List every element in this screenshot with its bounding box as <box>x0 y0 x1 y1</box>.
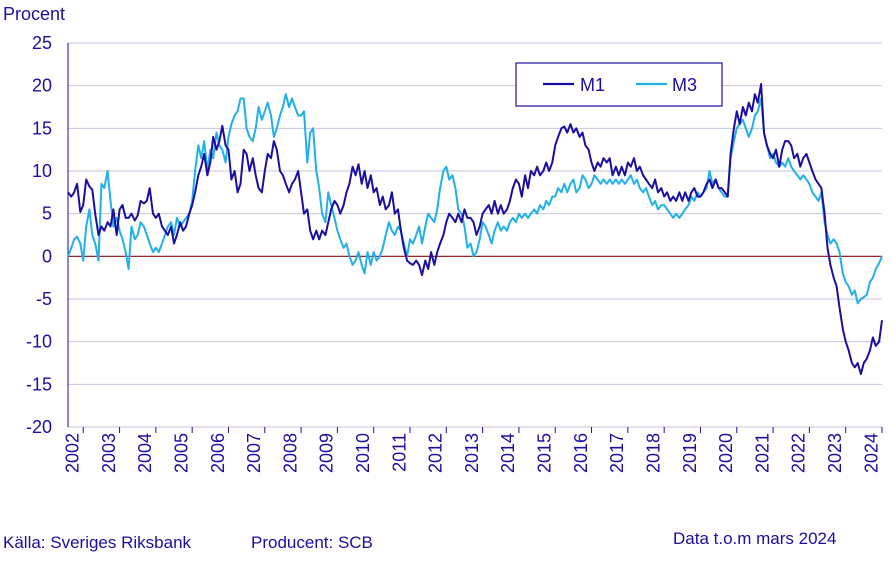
y-tick-label: 10 <box>32 161 52 181</box>
x-tick-label: 2021 <box>752 433 772 473</box>
x-tick-label: 2007 <box>244 433 264 473</box>
x-tick-label: 2005 <box>171 433 191 473</box>
x-tick-label: 2018 <box>643 433 663 473</box>
x-tick-label: 2002 <box>63 433 83 473</box>
y-tick-label: -5 <box>36 289 52 309</box>
y-tick-label: 25 <box>32 33 52 53</box>
x-tick-label: 2024 <box>861 433 881 473</box>
x-tick-label: 2010 <box>353 433 373 473</box>
x-tick-label: 2013 <box>462 433 482 473</box>
x-tick-label: 2006 <box>208 433 228 473</box>
source-note: Källa: Sveriges Riksbank <box>3 533 192 552</box>
y-tick-label: 0 <box>42 246 52 266</box>
y-tick-label: -20 <box>26 417 52 437</box>
legend-label-m1: M1 <box>580 75 605 95</box>
y-tick-label: 20 <box>32 76 52 96</box>
y-tick-label: 15 <box>32 118 52 138</box>
series-lines <box>67 83 883 376</box>
y-tick-label: 5 <box>42 204 52 224</box>
y-axis-label: Procent <box>3 4 65 24</box>
y-tick-label: -15 <box>26 374 52 394</box>
x-tick-label: 2014 <box>498 433 518 473</box>
x-tick-label: 2022 <box>789 433 809 473</box>
producer-note: Producent: SCB <box>251 533 373 552</box>
x-tick-label: 2017 <box>607 433 627 473</box>
series-line-m1 <box>67 83 883 376</box>
data-note: Data t.o.m mars 2024 <box>673 529 837 548</box>
y-tick-labels: -20 -15 -10 -5 0 5 10 15 20 25 <box>26 33 52 437</box>
gridlines <box>67 42 882 428</box>
x-tick-labels: 2002 2003 2004 2005 2006 2007 2008 2009 2010 2011… <box>63 427 883 473</box>
series-line-m3 <box>67 93 883 305</box>
x-tick-label: 2023 <box>825 433 845 473</box>
x-tick-label: 2004 <box>135 433 155 473</box>
x-tick-label: 2015 <box>535 433 555 473</box>
x-tick-label: 2011 <box>389 433 409 472</box>
y-tick-label: -10 <box>26 332 52 352</box>
legend: M1 M3 <box>515 62 723 107</box>
x-tick-label: 2019 <box>680 433 700 473</box>
x-tick-label: 2016 <box>571 433 591 473</box>
x-tick-label: 2012 <box>426 433 446 473</box>
x-tick-label: 2008 <box>280 433 300 473</box>
x-tick-label: 2020 <box>716 433 736 473</box>
legend-label-m3: M3 <box>672 75 697 95</box>
x-tick-label: 2009 <box>317 433 337 473</box>
x-tick-label: 2003 <box>99 433 119 473</box>
